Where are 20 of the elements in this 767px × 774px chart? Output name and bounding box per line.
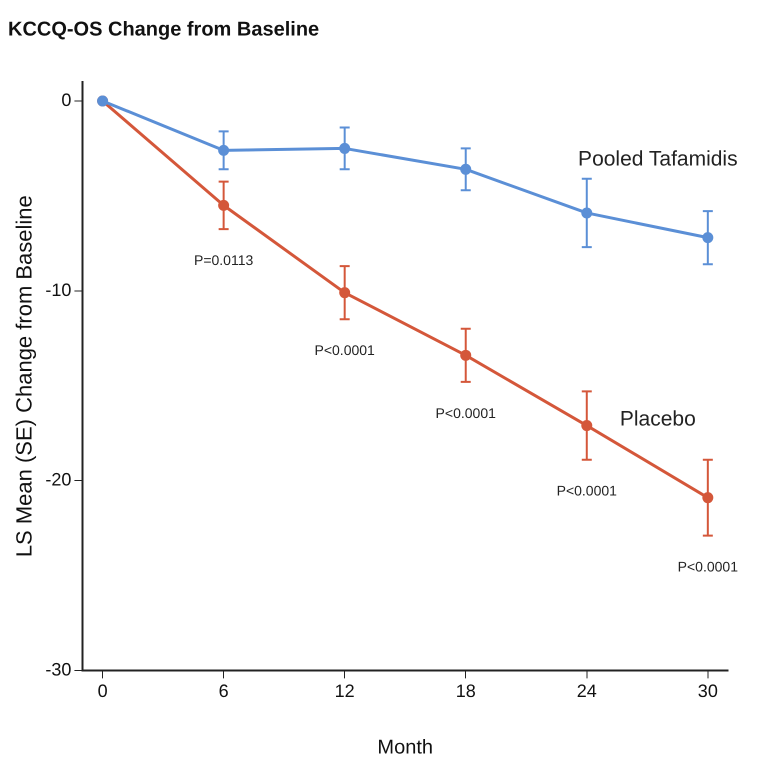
series-label: Placebo — [620, 407, 696, 430]
annotation: P<0.0001 — [314, 342, 376, 358]
annotation: P<0.0001 — [678, 558, 738, 574]
x-axis-title: Month — [377, 736, 434, 759]
y-tick-label: -20 — [45, 470, 72, 490]
y-tick-label: -30 — [45, 659, 72, 680]
y-axis-title: LS Mean (SE) Change from Baseline — [11, 195, 36, 558]
annotation: P<0.0001 — [556, 482, 618, 499]
x-tick-label: 30 — [698, 681, 718, 702]
x-tick-label: 18 — [456, 681, 476, 702]
x-tick-label: 12 — [334, 681, 355, 702]
y-tick-label: -10 — [45, 280, 72, 300]
chart-title: KCCQ-OS Change from Baseline — [8, 18, 320, 41]
x-tick-label: 24 — [576, 681, 597, 702]
y-tick-label: 0 — [61, 90, 72, 110]
x-tick-label: 6 — [218, 681, 229, 702]
annotation: P=0.0113 — [194, 252, 254, 268]
x-tick-label: 0 — [98, 681, 108, 702]
series-label: Pooled Tafamidis — [578, 147, 738, 170]
annotation: P<0.0001 — [436, 404, 496, 421]
